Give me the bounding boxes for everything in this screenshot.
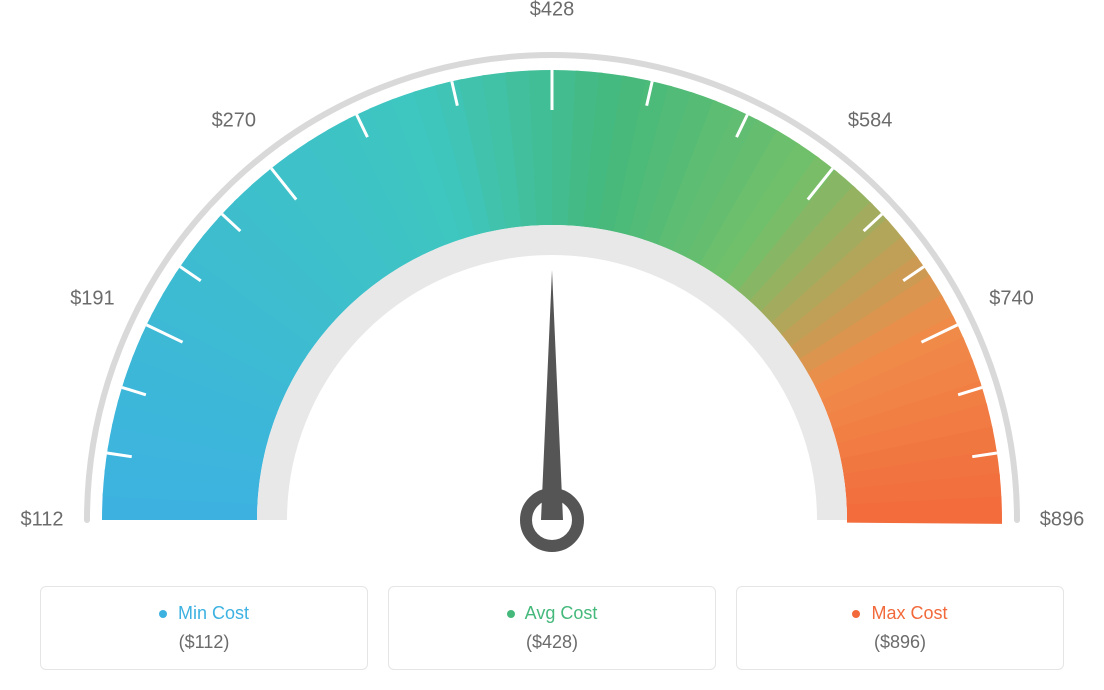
legend-dot-icon [507,610,515,618]
legend-label-text: Min Cost [178,603,249,623]
legend-label: Max Cost [747,603,1053,624]
legend-label-text: Avg Cost [525,603,598,623]
gauge-tick-label: $584 [848,110,893,133]
gauge-tick-label: $428 [530,0,575,22]
gauge-tick-label: $740 [989,287,1034,310]
legend-label: Avg Cost [399,603,705,624]
legend-value: ($896) [747,632,1053,653]
legend-max-cost: Max Cost ($896) [736,586,1064,670]
gauge-tick-label: $112 [20,509,63,532]
gauge-tick-label: $270 [212,110,257,133]
gauge-tick-label: $191 [70,287,115,310]
gauge-canvas [0,0,1104,560]
legend-value: ($112) [51,632,357,653]
cost-gauge-chart: $112 $191 $270 $428 $584 $740 $896 Min Cost ($… [0,0,1104,690]
legend-dot-icon [852,610,860,618]
legend-row: Min Cost ($112) Avg Cost ($428) Max Cost… [40,586,1064,670]
gauge-tick-label: $896 [1040,509,1085,532]
legend-avg-cost: Avg Cost ($428) [388,586,716,670]
legend-dot-icon [159,610,167,618]
legend-label: Min Cost [51,603,357,624]
legend-min-cost: Min Cost ($112) [40,586,368,670]
legend-value: ($428) [399,632,705,653]
legend-label-text: Max Cost [871,603,947,623]
